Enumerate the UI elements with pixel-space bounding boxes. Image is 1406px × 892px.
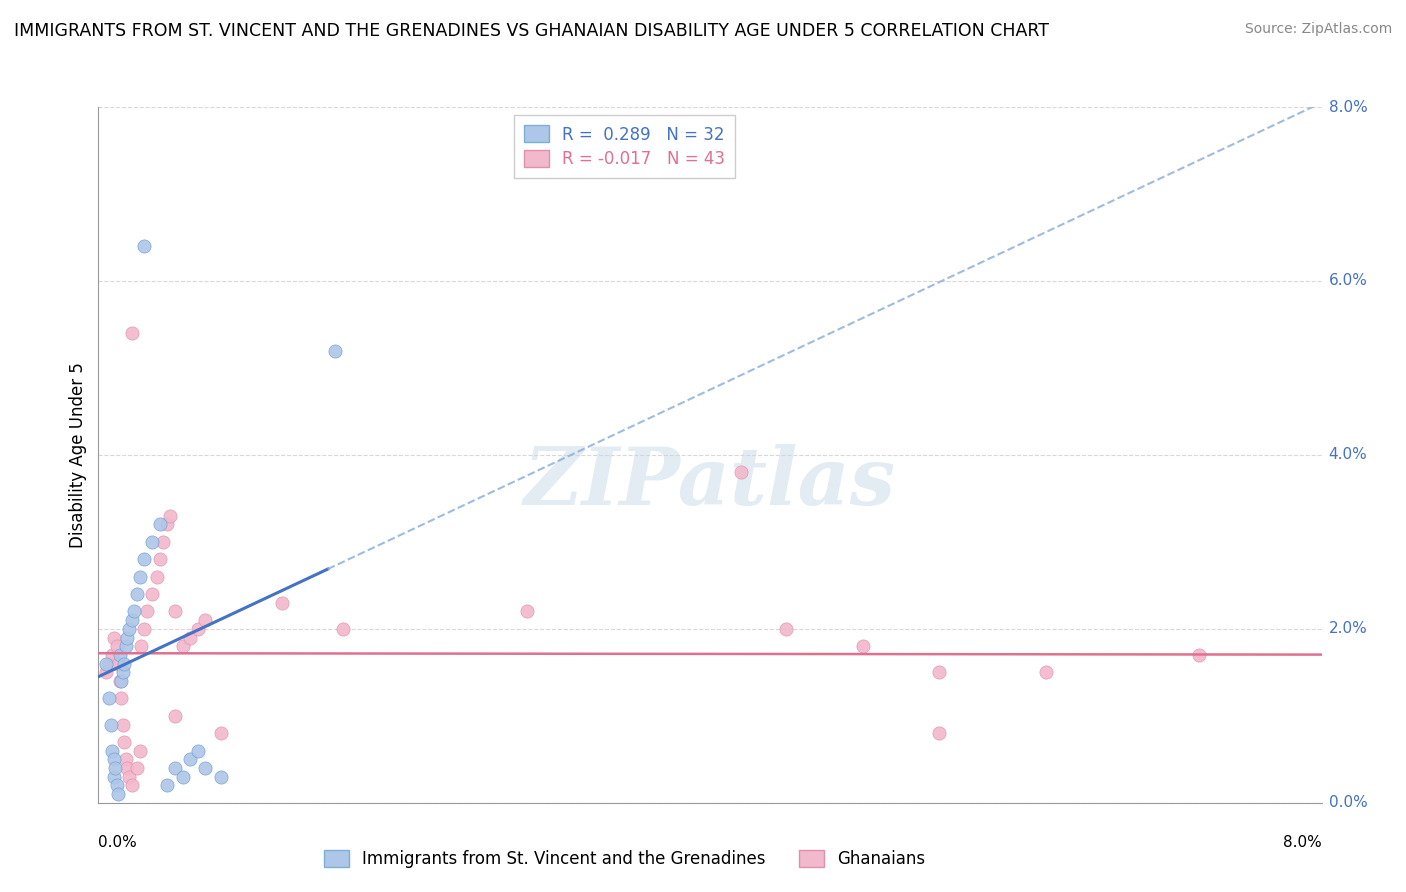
Point — [107, 787, 129, 801]
Point — [852, 639, 875, 653]
Point — [129, 639, 152, 653]
Point — [134, 622, 156, 636]
Point — [105, 639, 128, 653]
Point — [187, 744, 209, 758]
Point — [141, 587, 163, 601]
Point — [115, 639, 138, 653]
Point — [145, 570, 167, 584]
Point — [187, 622, 209, 636]
Point — [1188, 648, 1211, 662]
Point — [94, 665, 117, 680]
Point — [134, 552, 156, 566]
Point — [179, 631, 201, 645]
Point — [118, 770, 141, 784]
Point — [172, 639, 194, 653]
Point — [98, 657, 121, 671]
Point — [121, 613, 143, 627]
Point — [149, 552, 172, 566]
Point — [730, 466, 752, 480]
Point — [152, 535, 174, 549]
Text: 2.0%: 2.0% — [1329, 622, 1368, 636]
Y-axis label: Disability Age Under 5: Disability Age Under 5 — [69, 362, 87, 548]
Point — [115, 752, 138, 766]
Point — [101, 648, 124, 662]
Point — [163, 708, 186, 723]
Point — [194, 761, 217, 775]
Point — [107, 657, 129, 671]
Point — [105, 778, 128, 792]
Point — [325, 343, 347, 358]
Text: IMMIGRANTS FROM ST. VINCENT AND THE GRENADINES VS GHANAIAN DISABILITY AGE UNDER : IMMIGRANTS FROM ST. VINCENT AND THE GREN… — [14, 22, 1049, 40]
Point — [136, 605, 159, 619]
Point — [110, 691, 132, 706]
Point — [134, 239, 156, 253]
Point — [128, 570, 150, 584]
Point — [775, 622, 797, 636]
Point — [101, 744, 124, 758]
Point — [118, 622, 141, 636]
Point — [125, 761, 148, 775]
Text: 4.0%: 4.0% — [1329, 448, 1368, 462]
Point — [121, 326, 143, 340]
Point — [108, 648, 131, 662]
Point — [128, 744, 150, 758]
Point — [103, 631, 125, 645]
Point — [928, 726, 950, 740]
Point — [163, 761, 186, 775]
Text: Source: ZipAtlas.com: Source: ZipAtlas.com — [1244, 22, 1392, 37]
Text: 8.0%: 8.0% — [1329, 100, 1368, 114]
Point — [156, 778, 179, 792]
Point — [141, 535, 163, 549]
Text: 8.0%: 8.0% — [1282, 836, 1322, 850]
Point — [103, 752, 125, 766]
Point — [515, 605, 537, 619]
Point — [110, 674, 132, 689]
Point — [103, 770, 125, 784]
Point — [98, 691, 121, 706]
Point — [159, 508, 181, 523]
Point — [270, 596, 294, 610]
Point — [172, 770, 194, 784]
Point — [94, 657, 117, 671]
Point — [194, 613, 217, 627]
Point — [209, 726, 232, 740]
Point — [111, 665, 134, 680]
Point — [117, 761, 139, 775]
Point — [111, 717, 134, 731]
Text: 6.0%: 6.0% — [1329, 274, 1368, 288]
Point — [332, 622, 354, 636]
Point — [100, 717, 122, 731]
Point — [122, 605, 145, 619]
Point — [156, 517, 179, 532]
Point — [163, 605, 186, 619]
Point — [117, 631, 139, 645]
Point — [112, 657, 135, 671]
Text: 0.0%: 0.0% — [1329, 796, 1368, 810]
Point — [121, 778, 143, 792]
Point — [108, 674, 131, 689]
Point — [928, 665, 950, 680]
Point — [209, 770, 232, 784]
Point — [112, 735, 135, 749]
Text: 0.0%: 0.0% — [98, 836, 138, 850]
Point — [125, 587, 148, 601]
Text: ZIPatlas: ZIPatlas — [524, 444, 896, 522]
Point — [179, 752, 201, 766]
Point — [104, 761, 127, 775]
Point — [149, 517, 172, 532]
Legend: Immigrants from St. Vincent and the Grenadines, Ghanaians: Immigrants from St. Vincent and the Gren… — [314, 839, 935, 878]
Point — [1035, 665, 1057, 680]
